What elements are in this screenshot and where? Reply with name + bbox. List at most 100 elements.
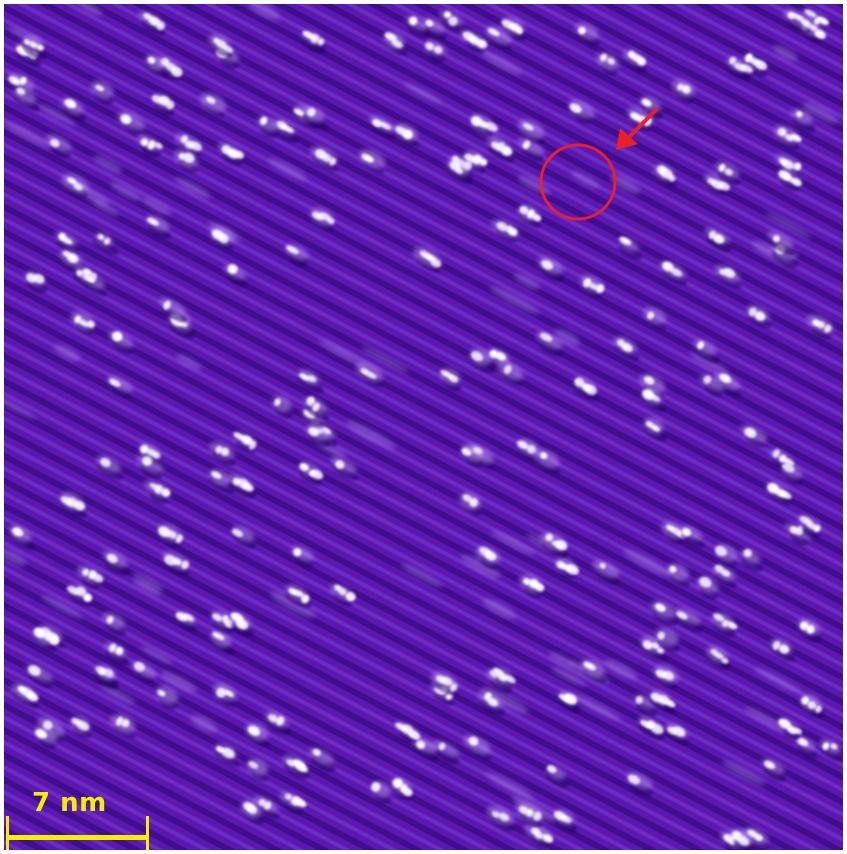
surface-feature (655, 627, 680, 653)
surface-feature (485, 26, 512, 51)
surface-feature (536, 332, 563, 357)
surface-feature (640, 636, 667, 661)
surface-feature (704, 227, 732, 252)
surface-feature (553, 809, 577, 833)
surface-feature (740, 548, 763, 572)
surface-feature (284, 584, 312, 609)
surface-feature (104, 642, 129, 666)
surface-feature (729, 829, 752, 850)
surface-feature (330, 456, 359, 481)
surface-streak (604, 659, 638, 680)
surface-feature (740, 425, 768, 448)
surface-streak (554, 329, 580, 346)
surface-streak (132, 580, 161, 597)
surface-feature (806, 314, 834, 339)
surface-feature (778, 718, 802, 741)
surface-feature (693, 339, 720, 364)
surface-feature (297, 369, 324, 394)
surface-streak (140, 646, 173, 664)
surface-feature (383, 32, 408, 56)
surface-feature (680, 525, 705, 548)
surface-feature (518, 138, 545, 162)
surface-feature (778, 169, 802, 192)
surface-feature (475, 545, 501, 570)
surface-feature (272, 396, 293, 419)
surface-feature (279, 792, 307, 815)
surface-feature (573, 377, 599, 401)
surface-features (4, 4, 843, 850)
surface-feature (491, 667, 516, 689)
surface-feature (696, 576, 719, 600)
surface-streak (401, 564, 444, 588)
surface-feature (61, 98, 86, 122)
surface-streak (481, 51, 523, 75)
surface-streak (551, 667, 587, 687)
surface-feature (446, 159, 473, 184)
surface-feature (767, 231, 796, 256)
surface-feature (424, 40, 446, 63)
surface-feature (820, 739, 843, 762)
surface-feature (661, 521, 687, 544)
surface-feature (704, 173, 730, 196)
surface-feature (412, 736, 439, 761)
surface-feature (96, 455, 123, 481)
surface-feature (439, 10, 466, 34)
surface-feature (61, 173, 89, 199)
surface-feature (67, 584, 93, 607)
surface-feature (533, 449, 561, 475)
surface-feature (440, 368, 462, 392)
surface-streak (490, 286, 540, 315)
surface-feature (302, 30, 326, 54)
surface-feature (568, 99, 595, 124)
surface-streak (404, 83, 443, 104)
surface-feature (209, 441, 236, 466)
surface-feature (131, 661, 157, 684)
surface-streak (744, 707, 787, 732)
surface-feature (660, 261, 688, 286)
surface-streak (160, 671, 197, 693)
surface-feature (431, 671, 459, 696)
surface-streak (753, 667, 804, 695)
surface-feature (304, 396, 330, 420)
surface-feature (746, 305, 772, 329)
surface-feature (395, 721, 421, 743)
surface-feature (144, 480, 171, 504)
surface-feature (478, 691, 505, 716)
surface-streak (54, 344, 81, 362)
surface-feature (540, 532, 569, 558)
surface-feature (725, 56, 754, 81)
surface-feature (524, 823, 554, 848)
surface-feature (217, 142, 244, 166)
surface-streak (73, 4, 103, 16)
surface-feature (306, 423, 330, 448)
surface-feature (515, 802, 543, 828)
surface-feature (715, 544, 738, 568)
surface-feature (93, 666, 120, 689)
surface-streak (41, 595, 83, 619)
surface-streak (484, 772, 534, 799)
surface-feature (592, 560, 620, 585)
surface-feature (470, 113, 498, 137)
surface-feature (596, 52, 619, 76)
surface-feature (712, 612, 738, 637)
surface-feature (371, 781, 391, 804)
surface-streak (110, 182, 142, 201)
surface-streak (361, 346, 409, 373)
surface-feature (671, 79, 695, 104)
surface-feature (635, 694, 658, 717)
surface-streak (549, 652, 575, 668)
surface-feature (791, 108, 816, 132)
surface-feature (699, 375, 725, 397)
surface-feature (766, 482, 792, 506)
surface-feature (310, 207, 335, 231)
surface-streak (772, 45, 798, 61)
surface-feature (107, 376, 133, 399)
surface-feature (486, 806, 514, 831)
surface-streak (482, 598, 516, 619)
surface-feature (715, 161, 740, 186)
surface-feature (103, 551, 130, 576)
surface-feature (665, 723, 690, 746)
surface-feature (137, 134, 163, 158)
surface-feature (91, 81, 114, 105)
surface-feature (257, 116, 279, 139)
